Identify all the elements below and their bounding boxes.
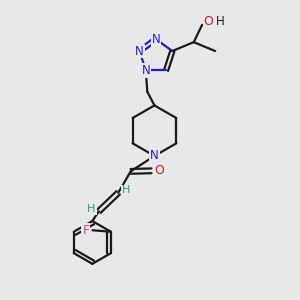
Text: O: O bbox=[204, 15, 214, 28]
Text: H: H bbox=[215, 15, 224, 28]
Text: N: N bbox=[152, 33, 160, 46]
Text: H: H bbox=[87, 204, 96, 214]
Text: O: O bbox=[154, 164, 164, 177]
Text: H: H bbox=[122, 185, 130, 195]
Text: N: N bbox=[141, 64, 150, 77]
Text: N: N bbox=[150, 149, 159, 162]
Text: N: N bbox=[135, 44, 144, 58]
Text: F: F bbox=[82, 224, 89, 237]
